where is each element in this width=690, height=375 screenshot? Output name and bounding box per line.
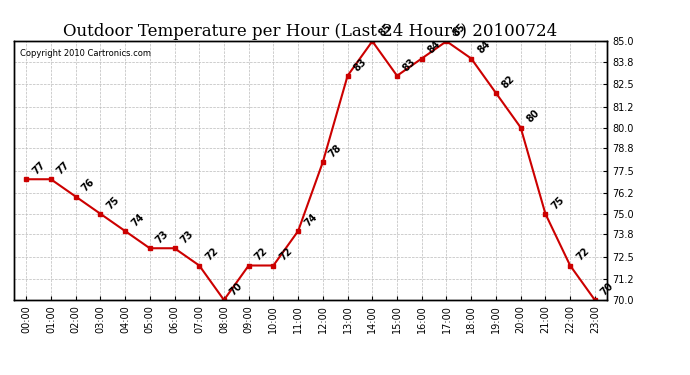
Text: Copyright 2010 Cartronics.com: Copyright 2010 Cartronics.com bbox=[20, 49, 150, 58]
Text: 70: 70 bbox=[228, 280, 245, 297]
Text: 85: 85 bbox=[377, 22, 393, 39]
Text: 75: 75 bbox=[104, 194, 121, 211]
Text: 74: 74 bbox=[302, 211, 319, 228]
Text: 73: 73 bbox=[154, 229, 170, 246]
Text: 80: 80 bbox=[525, 108, 542, 125]
Text: 72: 72 bbox=[277, 246, 294, 263]
Text: 85: 85 bbox=[451, 22, 467, 39]
Text: 84: 84 bbox=[426, 39, 442, 56]
Title: Outdoor Temperature per Hour (Last 24 Hours) 20100724: Outdoor Temperature per Hour (Last 24 Ho… bbox=[63, 23, 558, 40]
Text: 70: 70 bbox=[599, 280, 615, 297]
Text: 83: 83 bbox=[401, 56, 418, 73]
Text: 77: 77 bbox=[30, 160, 47, 177]
Text: 73: 73 bbox=[179, 229, 195, 246]
Text: 76: 76 bbox=[80, 177, 97, 194]
Text: 84: 84 bbox=[475, 39, 492, 56]
Text: 72: 72 bbox=[574, 246, 591, 263]
Text: 82: 82 bbox=[500, 74, 517, 90]
Text: 72: 72 bbox=[204, 246, 220, 263]
Text: 77: 77 bbox=[55, 160, 72, 177]
Text: 72: 72 bbox=[253, 246, 270, 263]
Text: 74: 74 bbox=[129, 211, 146, 228]
Text: 83: 83 bbox=[352, 56, 368, 73]
Text: 78: 78 bbox=[327, 142, 344, 159]
Text: 75: 75 bbox=[549, 194, 566, 211]
